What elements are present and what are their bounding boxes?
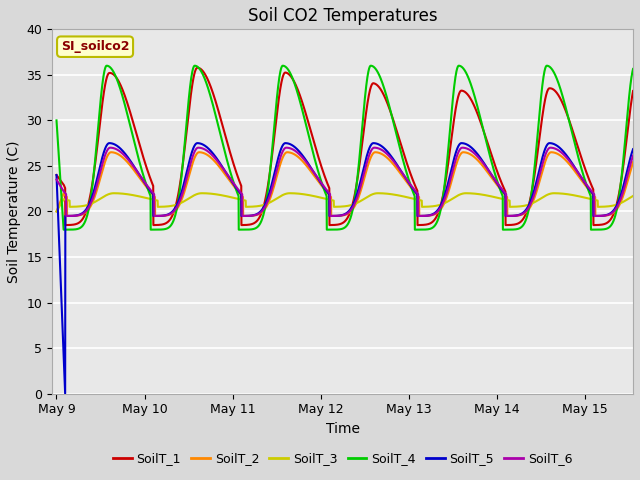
Text: SI_soilco2: SI_soilco2 — [61, 40, 129, 53]
Title: Soil CO2 Temperatures: Soil CO2 Temperatures — [248, 7, 437, 25]
Legend: SoilT_1, SoilT_2, SoilT_3, SoilT_4, SoilT_5, SoilT_6: SoilT_1, SoilT_2, SoilT_3, SoilT_4, Soil… — [108, 447, 577, 470]
X-axis label: Time: Time — [326, 422, 360, 436]
Y-axis label: Soil Temperature (C): Soil Temperature (C) — [7, 140, 21, 283]
